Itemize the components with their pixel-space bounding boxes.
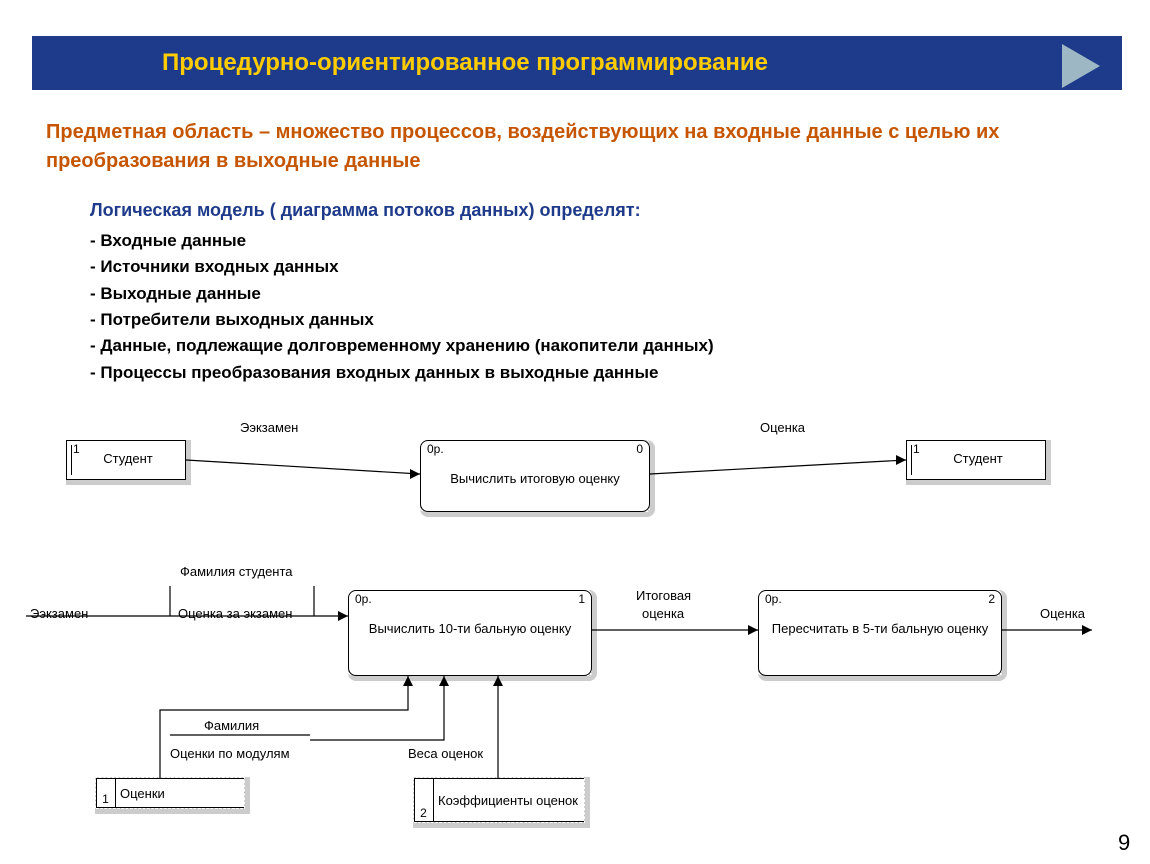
process-node: 0р.0Вычислить итоговую оценку xyxy=(420,440,650,512)
flow-label: Фамилия студента xyxy=(180,564,293,579)
dfd-diagram-bottom: 0р.1Вычислить 10-ти бальную оценку 0р.2Пе… xyxy=(0,570,1100,840)
data-store-node: 2Коэффициенты оценок xyxy=(414,778,584,822)
bullet-item: - Входные данные xyxy=(90,228,714,254)
flow-label: Оценка за экзамен xyxy=(178,606,292,621)
flow-label: Оценка xyxy=(1040,606,1085,621)
bullet-item: - Данные, подлежащие долговременному хра… xyxy=(90,333,714,359)
flow-label: Ээкзамен xyxy=(30,606,88,621)
bullet-item: - Выходные данные xyxy=(90,281,714,307)
flow-label: Фамилия xyxy=(204,718,259,733)
process-node: 0р.1Вычислить 10-ти бальную оценку xyxy=(348,590,592,676)
bullet-item: - Процессы преобразования входных данных… xyxy=(90,360,714,386)
flow-label: Оценка xyxy=(760,420,805,435)
flow-label: Оценки по модулям xyxy=(170,746,290,761)
page-number: 9 xyxy=(1118,830,1130,856)
slide-title: Процедурно-ориентированное программирова… xyxy=(162,49,768,77)
flow-label: оценка xyxy=(642,606,684,621)
flow-label: Веса оценок xyxy=(408,746,483,761)
external-entity-node: 1Студент xyxy=(66,440,186,480)
data-store-node: 1Оценки xyxy=(96,778,244,808)
bullet-item: - Потребители выходных данных xyxy=(90,307,714,333)
external-entity-node: 1Студент xyxy=(906,440,1046,480)
flow-label: Итоговая xyxy=(636,588,691,603)
intro-paragraph: Предметная область – множество процессов… xyxy=(46,118,1106,176)
next-slide-arrow-icon[interactable] xyxy=(1062,44,1100,88)
slide-title-bar: Процедурно-ориентированное программирова… xyxy=(32,36,1122,90)
bullet-list: - Входные данные- Источники входных данн… xyxy=(90,228,714,386)
subheading: Логическая модель ( диаграмма потоков да… xyxy=(90,200,641,221)
flow-label: Ээкзамен xyxy=(240,420,298,435)
dfd-diagram-top: 1Студент 0р.0Вычислить итоговую оценку 1Ст… xyxy=(0,440,1100,540)
bullet-item: - Источники входных данных xyxy=(90,254,714,280)
process-node: 0р.2Пересчитать в 5-ти бальную оценку xyxy=(758,590,1002,676)
